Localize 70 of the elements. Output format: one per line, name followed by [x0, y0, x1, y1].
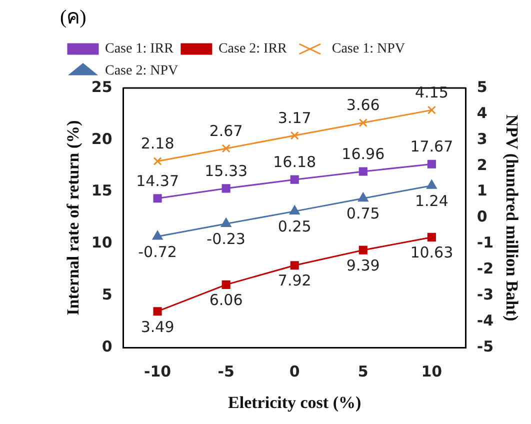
data-label: 0.25 — [278, 218, 312, 236]
y2-tick-label: -5 — [476, 337, 494, 356]
y2-axis-title: NPV (hundred million Baht) — [502, 114, 522, 322]
data-label: 9.39 — [346, 256, 380, 274]
point — [427, 232, 436, 242]
x-tick-label: 0 — [289, 362, 300, 380]
data-label: 7.92 — [278, 272, 312, 290]
y2-tick-label: 3 — [476, 130, 488, 148]
y-tick-label: 5 — [102, 286, 112, 304]
point — [290, 206, 300, 215]
data-label: 4.15 — [414, 83, 448, 102]
data-label: 16.18 — [273, 152, 316, 171]
data-label: 3.49 — [140, 318, 174, 336]
point — [358, 118, 368, 128]
legend-label: Case 2: IRR — [218, 42, 288, 57]
y2-tick-label: -2 — [476, 260, 494, 278]
data-label: 6.06 — [209, 291, 243, 310]
data-label: -0.23 — [206, 230, 246, 248]
data-label: 2.67 — [209, 122, 243, 140]
x-tick-label: 10 — [421, 362, 442, 380]
legend-label: Case 2: NPV — [105, 64, 178, 79]
x-axis-title: Eletricity cost (%) — [228, 393, 362, 412]
legend-label: Case 1: IRR — [105, 42, 174, 57]
y2-tick-label: 0 — [476, 208, 488, 226]
data-label: 2.18 — [140, 134, 174, 153]
point — [358, 246, 368, 254]
point — [427, 160, 436, 168]
point — [358, 192, 368, 202]
point — [290, 261, 299, 270]
data-label: 16.96 — [342, 144, 385, 163]
point — [222, 280, 230, 289]
y-tick-label: 10 — [91, 234, 112, 252]
data-label: 14.37 — [136, 172, 180, 190]
y-tick-label: 0 — [102, 337, 112, 356]
point — [290, 175, 299, 184]
data-label: 0.75 — [346, 204, 380, 223]
point — [358, 167, 368, 176]
y-axis-title: Internal rate of return (%) — [64, 120, 83, 316]
point — [152, 230, 163, 240]
y2-tick-label: -3 — [476, 286, 494, 304]
point — [427, 106, 436, 114]
point — [426, 180, 437, 189]
y2-tick-label: -1 — [476, 234, 494, 252]
point — [153, 194, 162, 203]
y2-tick-label: 1 — [476, 182, 488, 200]
data-label: 10.63 — [410, 244, 454, 262]
point — [153, 307, 162, 316]
data-label: 1.24 — [414, 192, 448, 210]
y2-tick-label: 5 — [476, 78, 488, 96]
data-label: -0.72 — [138, 242, 177, 261]
chart-title: (ค) — [60, 6, 86, 28]
y-tick-label: 20 — [91, 130, 112, 148]
legend-label: Case 1: NPV — [332, 42, 406, 57]
data-label: 3.17 — [278, 108, 312, 127]
data-label: 17.67 — [410, 138, 454, 156]
point — [220, 218, 232, 228]
data-label: 3.66 — [346, 96, 380, 114]
point — [290, 131, 299, 140]
point — [153, 156, 162, 166]
y2-tick-label: 4 — [476, 104, 488, 122]
x-tick-label: -5 — [218, 362, 234, 380]
y-tick-label: 25 — [91, 78, 112, 96]
y2-tick-label: 2 — [476, 156, 488, 174]
y2-tick-label: -4 — [476, 312, 494, 330]
x-tick-label: 5 — [358, 362, 368, 380]
point — [222, 144, 230, 153]
y-tick-label: 15 — [91, 182, 112, 200]
x-tick-label: -10 — [144, 362, 172, 380]
point — [222, 184, 230, 193]
data-label: 15.33 — [204, 162, 248, 180]
